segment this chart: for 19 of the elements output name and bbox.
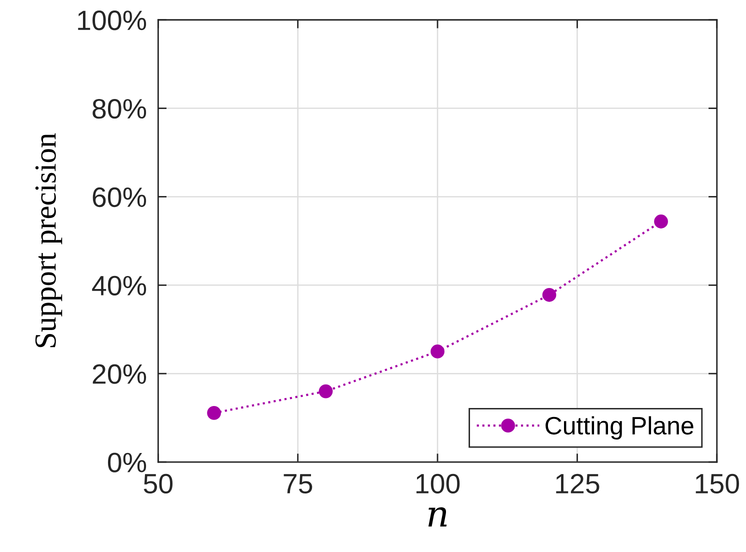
x-tick-label: 125: [556, 474, 600, 494]
y-tick-label: 80%: [92, 98, 146, 119]
legend-label: Cutting Plane: [546, 416, 694, 440]
y-tick-label: 40%: [92, 276, 146, 296]
x-tick-label: 100: [416, 474, 460, 494]
x-axis-title: n: [428, 507, 447, 526]
y-tick-label: 60%: [92, 187, 146, 208]
y-tick-label: 100%: [78, 10, 146, 30]
y-tick-label: 0%: [108, 452, 146, 472]
x-tick-label: 150: [696, 474, 739, 494]
x-tick-label: 50: [144, 474, 173, 494]
point: [542, 288, 556, 302]
point: [654, 214, 668, 228]
y-tick-label: 20%: [92, 364, 146, 384]
point: [207, 406, 221, 420]
y-axis-title: Support precision: [35, 133, 62, 348]
point: [318, 384, 333, 398]
x-tick-label: 75: [284, 474, 312, 494]
point: [430, 344, 444, 358]
